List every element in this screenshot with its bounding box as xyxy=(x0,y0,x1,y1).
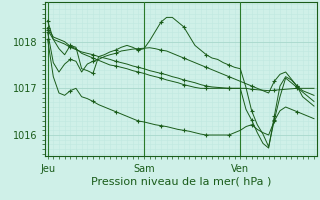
X-axis label: Pression niveau de la mer( hPa ): Pression niveau de la mer( hPa ) xyxy=(91,176,271,186)
